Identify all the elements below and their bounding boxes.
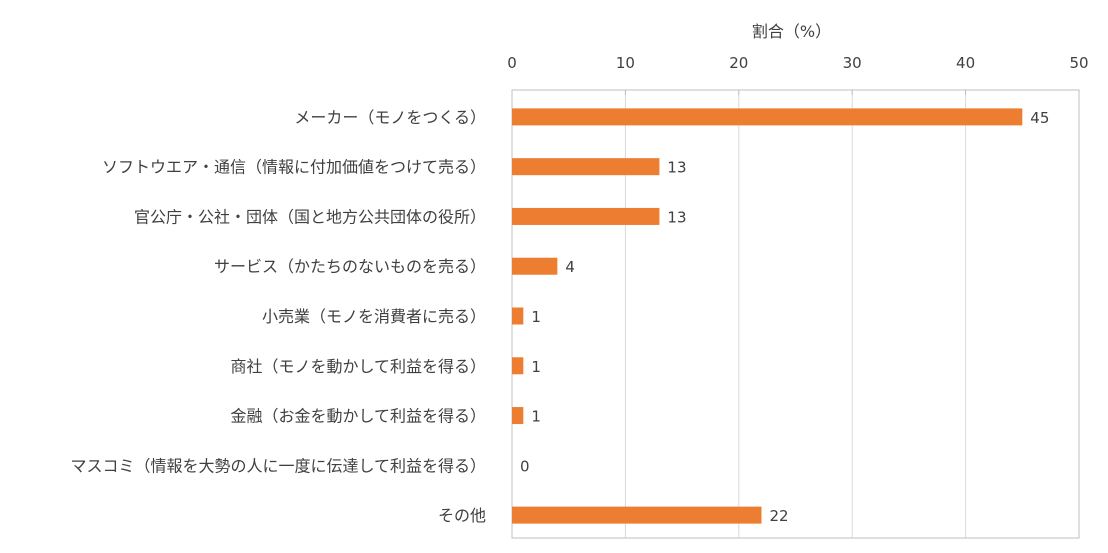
bar xyxy=(512,407,524,425)
bar xyxy=(512,207,660,225)
x-tick-label: 50 xyxy=(1069,54,1088,72)
x-tick-label: 30 xyxy=(843,54,862,72)
x-tick-label: 0 xyxy=(507,54,517,72)
category-label: 金融（お金を動かして利益を得る） xyxy=(230,407,486,426)
bars xyxy=(512,108,1023,524)
x-axis: 0 10 20 30 40 50 xyxy=(507,54,1089,95)
bar xyxy=(512,307,524,325)
data-label: 22 xyxy=(769,507,788,525)
gridlines xyxy=(511,90,1080,538)
x-tick-label: 40 xyxy=(956,54,975,72)
data-label: 13 xyxy=(667,208,686,226)
x-axis-title: 割合（%） xyxy=(752,22,831,41)
category-labels: メーカー（モノをつくる） ソフトウエア・通信（情報に付加価値をつけて売る） 官公庁・… xyxy=(70,108,486,525)
category-label: 商社（モノを動かして利益を得る） xyxy=(230,357,486,376)
category-label: ソフトウエア・通信（情報に付加価値をつけて売る） xyxy=(102,158,486,177)
category-label: 官公庁・公社・団体（国と地方公共団体の役所） xyxy=(134,207,486,226)
category-label: メーカー（モノをつくる） xyxy=(294,108,486,127)
data-label: 13 xyxy=(667,159,686,177)
x-tick-label: 10 xyxy=(616,54,635,72)
bar xyxy=(512,158,660,176)
category-label: マスコミ（情報を大勢の人に一度に伝達して利益を得る） xyxy=(70,456,486,475)
data-labels: 45 13 13 4 1 1 1 0 22 xyxy=(520,109,1049,525)
x-tick-label: 20 xyxy=(729,54,748,72)
bar xyxy=(512,108,1023,126)
data-label: 0 xyxy=(520,457,530,475)
data-label: 45 xyxy=(1030,109,1049,127)
data-label: 1 xyxy=(531,408,541,426)
data-label: 4 xyxy=(565,258,575,276)
category-label: 小売業（モノを消費者に売る） xyxy=(262,307,486,326)
category-label: その他 xyxy=(438,506,486,525)
data-label: 1 xyxy=(531,358,541,376)
category-label: サービス（かたちのないものを売る） xyxy=(214,257,486,276)
data-label: 1 xyxy=(531,308,541,326)
bar xyxy=(512,257,558,275)
plot-area xyxy=(511,89,1080,539)
bar xyxy=(512,506,762,524)
bar xyxy=(512,357,524,375)
